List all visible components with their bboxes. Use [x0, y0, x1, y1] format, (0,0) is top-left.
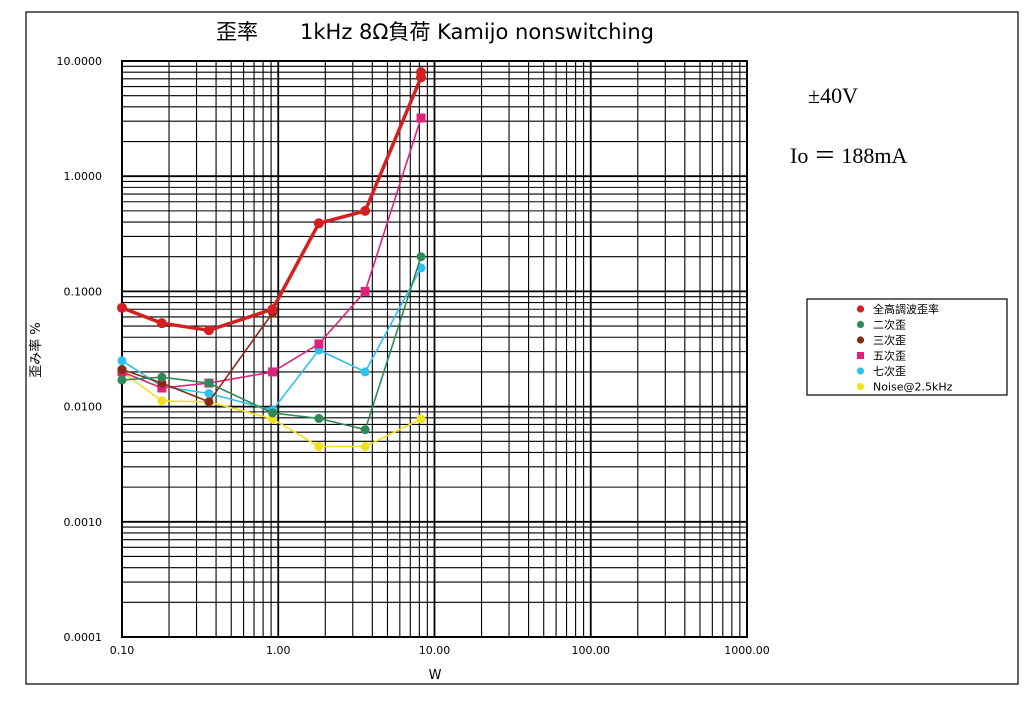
x-tick-label: 1.00	[266, 644, 291, 657]
data-point	[204, 397, 214, 407]
data-point	[314, 442, 324, 452]
x-tick-label: 100.00	[572, 644, 611, 657]
y-tick-label: 0.0100	[64, 401, 103, 414]
series-0	[117, 67, 427, 336]
y-tick-label: 0.1000	[64, 285, 103, 298]
x-tick-label: 0.10	[110, 644, 135, 657]
data-point	[203, 325, 214, 336]
data-point	[157, 372, 167, 382]
legend-entry: 五次歪	[857, 349, 906, 363]
legend-label: 五次歪	[873, 349, 906, 363]
legend-label: 三次歪	[873, 333, 906, 347]
series-layer	[117, 67, 427, 452]
legend-marker	[856, 382, 865, 391]
y-tick-label: 1.0000	[64, 170, 103, 183]
data-point	[117, 356, 127, 366]
data-point	[157, 383, 167, 393]
data-point	[117, 375, 127, 385]
voltage-annotation: ±40V	[808, 83, 858, 108]
y-tick-label: 10.0000	[57, 55, 103, 68]
chart-title: 歪率 1kHz 8Ω負荷 Kamijo nonswitching	[216, 20, 654, 44]
legend-entry: 二次歪	[856, 318, 906, 332]
legend-label: 二次歪	[873, 318, 906, 332]
series-line	[121, 72, 423, 333]
legend-label: 七次歪	[873, 364, 906, 378]
data-point	[204, 378, 214, 388]
series-line	[121, 312, 274, 403]
data-point	[117, 364, 127, 374]
legend-entry: Noise@2.5kHz	[856, 381, 953, 394]
legend-marker	[856, 320, 865, 329]
data-point	[416, 252, 426, 262]
legend-marker	[856, 305, 865, 313]
legend-marker	[856, 367, 865, 375]
data-point	[157, 396, 167, 406]
legend-entry: 全高調波歪率	[856, 302, 939, 316]
legend-entry: 七次歪	[856, 364, 906, 378]
legend-box	[806, 298, 1008, 396]
figure-frame	[25, 11, 1019, 685]
x-tick-label: 1000.00	[724, 644, 770, 657]
data-point	[360, 205, 371, 216]
data-point	[360, 425, 370, 435]
legend-label: 全高調波歪率	[873, 302, 939, 316]
data-point	[314, 413, 324, 423]
series-1	[117, 252, 426, 435]
data-point	[360, 442, 370, 452]
x-tick-label: 10.00	[419, 644, 451, 657]
plot-area-frame	[121, 60, 748, 638]
y-axis-label: 歪み率 %	[28, 322, 44, 378]
y-axis-tick-labels: 10.0000 1.0000 0.1000 0.0100 0.0010 0.0001	[57, 55, 103, 644]
legend-marker	[856, 336, 865, 344]
current-annotation: Io ＝ 188mA	[790, 143, 907, 168]
data-point	[314, 339, 324, 349]
x-axis-tick-labels: 0.10 1.00 10.00 100.00 1000.00	[110, 644, 770, 657]
data-point	[360, 286, 370, 296]
legend-entry: 三次歪	[856, 333, 906, 347]
data-point	[204, 388, 214, 398]
y-tick-label: 0.0001	[64, 631, 103, 644]
data-point	[268, 367, 278, 377]
data-point	[416, 113, 426, 123]
data-point	[416, 67, 427, 78]
data-point	[268, 408, 278, 418]
data-point	[117, 302, 127, 313]
data-point	[416, 414, 426, 424]
data-point	[267, 304, 278, 315]
data-point	[360, 367, 370, 377]
legend-marker	[857, 352, 864, 359]
y-tick-label: 0.0010	[64, 516, 103, 529]
data-point	[313, 218, 324, 229]
legend-label: Noise@2.5kHz	[873, 381, 953, 394]
x-axis-label: W	[429, 668, 442, 683]
data-point	[156, 318, 167, 329]
